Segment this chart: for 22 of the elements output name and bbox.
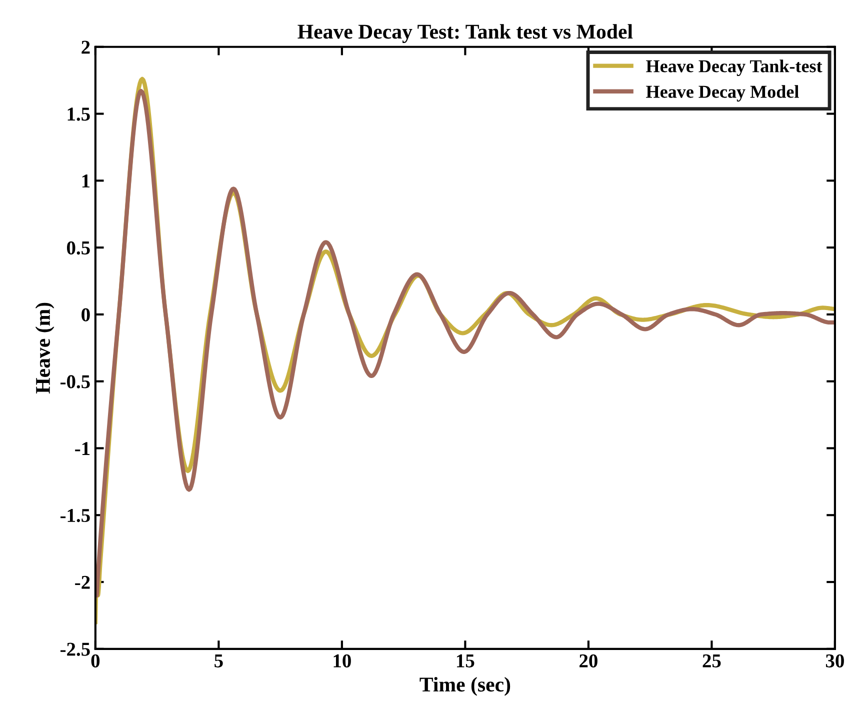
y-tick-label: 2 bbox=[82, 40, 90, 54]
y-tick-label: -1 bbox=[75, 442, 90, 455]
y-tick-label: 0.5 bbox=[67, 241, 90, 255]
y-tick-label: -0.5 bbox=[60, 375, 90, 388]
y-tick-label: 1 bbox=[82, 174, 90, 188]
x-tick-label: 0 bbox=[91, 654, 100, 668]
y-tick-label: -1.5 bbox=[60, 509, 90, 522]
x-tick-label: 25 bbox=[702, 654, 721, 668]
chart-title: Heave Decay Test: Tank test vs Model bbox=[298, 24, 633, 44]
x-tick-label: 5 bbox=[214, 654, 223, 668]
x-tick-label: 20 bbox=[580, 654, 598, 668]
x-axis-title: Time (sec) bbox=[420, 676, 510, 696]
x-tick-label: 10 bbox=[334, 654, 351, 668]
y-tick-label: 0 bbox=[82, 308, 90, 322]
x-tick-label: 30 bbox=[826, 654, 844, 668]
legend-label: Heave Decay Model bbox=[646, 85, 799, 102]
y-tick-label: 1.5 bbox=[68, 108, 90, 121]
legend-label: Heave Decay Tank-test bbox=[646, 60, 822, 76]
y-tick-label: -2.5 bbox=[60, 642, 90, 656]
y-axis-title: Heave (m) bbox=[35, 302, 54, 394]
x-tick-label: 15 bbox=[457, 654, 474, 668]
y-tick-label: -2 bbox=[75, 576, 90, 589]
